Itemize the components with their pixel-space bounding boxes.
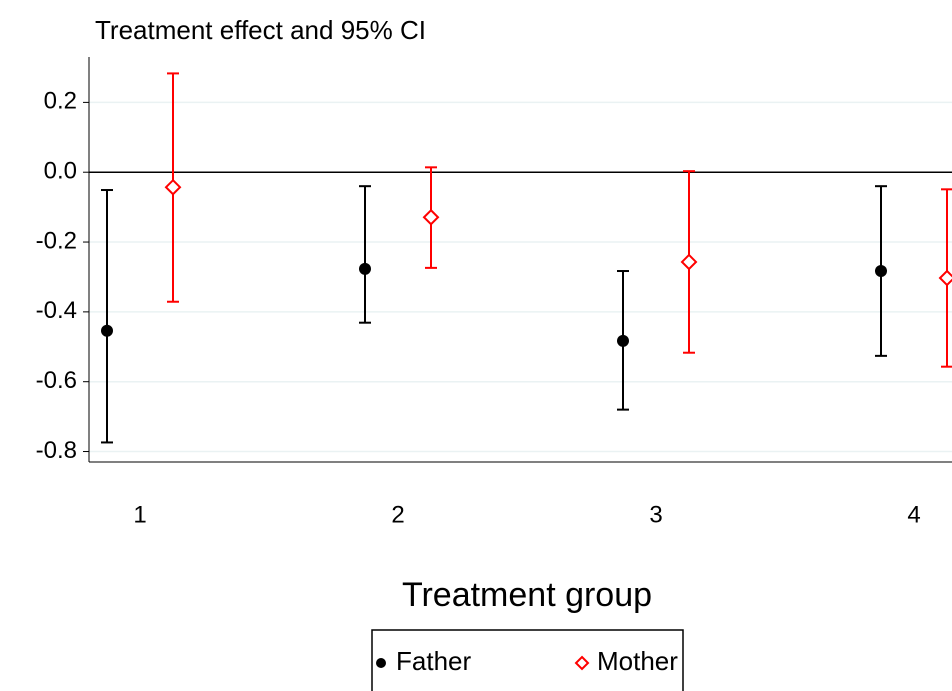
legend-box (371, 629, 684, 691)
y-tick-label: -0.8 (36, 437, 77, 464)
y-tick-label: 0.2 (44, 88, 77, 115)
diamond-marker (680, 253, 698, 271)
point-marker (376, 658, 386, 668)
x-axis-title: Treatment group (402, 576, 652, 614)
error-bar (422, 166, 440, 269)
x-tick-label: 2 (391, 501, 404, 528)
y-tick-label: -0.6 (36, 367, 77, 394)
point-marker (617, 334, 629, 347)
x-tick-label: 4 (907, 501, 920, 528)
error-bar (680, 170, 698, 354)
error-bar (938, 188, 952, 368)
error-bar (164, 72, 182, 303)
point-marker (875, 265, 887, 278)
chart-title: Treatment effect and 95% CI (95, 15, 426, 45)
error-bar (359, 185, 371, 324)
diamond-marker (938, 269, 952, 287)
diamond-marker (164, 178, 182, 196)
legend-label: Father (396, 646, 471, 676)
point-marker (359, 262, 371, 275)
y-tick-label: -0.2 (36, 227, 77, 254)
diamond-marker (574, 655, 590, 671)
y-tick-label: 0.0 (44, 158, 77, 185)
error-bar (101, 189, 113, 444)
legend: Father Mother (371, 629, 684, 691)
point-marker (101, 324, 113, 337)
error-bar (875, 185, 887, 357)
diamond-marker (422, 208, 440, 226)
x-tick-label: 1 (133, 501, 146, 528)
legend-label: Mother (597, 646, 678, 676)
x-tick-label: 3 (649, 501, 662, 528)
error-bar (617, 270, 629, 411)
y-tick-label: -0.4 (36, 297, 77, 324)
